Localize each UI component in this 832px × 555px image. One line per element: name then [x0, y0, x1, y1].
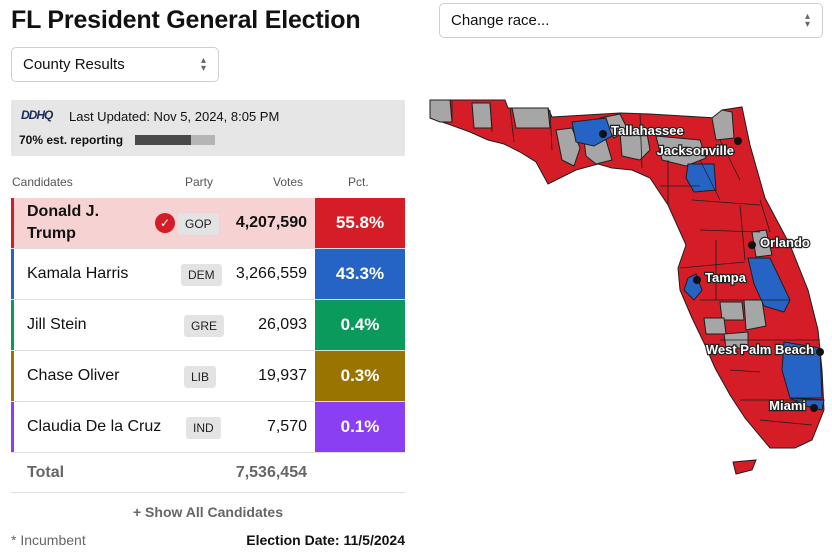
county-border-line: [639, 113, 643, 169]
candidate-row: Chase Oliver LIB 19,937 0.3%: [11, 351, 405, 402]
county-region-unreported[interactable]: [719, 301, 745, 321]
city-marker-icon: [816, 348, 824, 356]
change-race-label: Change race...: [451, 12, 550, 29]
candidate-pct: 55.8%: [315, 198, 405, 248]
city-label: West Palm Beach: [706, 342, 814, 357]
party-color-stripe: [11, 300, 14, 350]
county-border-line: [729, 369, 761, 373]
city-marker-icon: [599, 130, 607, 138]
county-border-line: [509, 107, 515, 143]
county-border-line: [719, 139, 741, 181]
checkmark-icon: ✓: [155, 213, 175, 233]
candidate-name: Claudia De la Cruz: [27, 418, 162, 435]
chevron-up-down-icon: ▴ ▾: [804, 10, 810, 30]
city-marker-icon: [734, 137, 742, 145]
candidate-name: Kamala Harris: [27, 265, 129, 282]
total-label: Total: [27, 464, 65, 481]
county-region-unreported[interactable]: [655, 135, 707, 167]
election-date: Election Date: 11/5/2024: [246, 532, 405, 548]
city-marker-icon: [693, 276, 701, 284]
county-region-gop[interactable]: [429, 99, 825, 449]
city-marker-icon: [748, 241, 756, 249]
candidate-name: Jill Stein: [27, 316, 87, 333]
party-badge: IND: [186, 417, 221, 439]
candidate-row: Jill Stein GRE 26,093 0.4%: [11, 300, 405, 351]
header-votes: Votes: [273, 175, 304, 189]
county-border-line: [549, 109, 553, 151]
county-border-line: [691, 199, 761, 206]
county-border-line: [679, 261, 746, 269]
florida-county-map[interactable]: Tallahassee Jacksonville Orlando Tampa West …: [425, 95, 832, 485]
candidate-row: Claudia De la Cruz IND 7,570 0.1%: [11, 402, 405, 453]
city-marker-icon: [810, 404, 818, 412]
city-label: Tallahassee: [611, 123, 684, 138]
party-badge: DEM: [181, 264, 222, 286]
county-region-unreported[interactable]: [619, 127, 651, 161]
header-candidates: Candidates: [12, 175, 73, 189]
ddhq-logo: DDHQ: [21, 108, 53, 122]
candidate-row: Donald J. Trump ✓ GOP 4,207,590 55.8%: [11, 198, 405, 249]
party-color-stripe: [11, 351, 14, 401]
county-border-line: [759, 419, 813, 426]
county-border-line: [759, 199, 771, 233]
reporting-progress-bar: [135, 135, 215, 145]
county-region-unreported[interactable]: [429, 99, 453, 123]
incumbent-footnote: * Incumbent: [11, 532, 86, 548]
party-badge: GRE: [184, 315, 225, 337]
reporting-progress-fill: [135, 135, 191, 145]
county-region-unreported[interactable]: [751, 229, 773, 258]
county-region-unreported[interactable]: [743, 299, 767, 331]
change-race-select[interactable]: Change race... ▴ ▾: [439, 3, 823, 38]
city-label: Tampa: [705, 270, 747, 285]
page-title: FL President General Election: [11, 6, 361, 34]
last-updated: Last Updated: Nov 5, 2024, 8:05 PM: [69, 109, 280, 124]
show-all-candidates-button[interactable]: + Show All Candidates: [132, 504, 283, 520]
county-region-unreported[interactable]: [555, 127, 581, 167]
candidate-pct: 43.3%: [315, 249, 405, 299]
total-row: Total 7,536,454: [11, 453, 405, 493]
candidate-name: Chase Oliver: [27, 367, 120, 384]
status-panel: DDHQ Last Updated: Nov 5, 2024, 8:05 PM …: [11, 100, 405, 156]
chevron-up-down-icon: ▴ ▾: [200, 54, 206, 74]
county-border-line: [489, 103, 493, 133]
county-region-unreported[interactable]: [511, 107, 551, 129]
header-pct: Pct.: [348, 175, 369, 189]
county-region-dem[interactable]: [571, 117, 613, 147]
results-view-label: County Results: [23, 56, 125, 73]
party-color-stripe: [11, 198, 14, 248]
county-border-line: [739, 204, 746, 261]
candidate-votes: 3,266,559: [235, 265, 307, 282]
party-badge: GOP: [178, 213, 219, 235]
county-region-gop[interactable]: [732, 459, 757, 475]
party-badge: LIB: [184, 366, 217, 388]
candidate-row: Kamala Harris DEM 3,266,559 43.3%: [11, 249, 405, 300]
county-region-dem[interactable]: [781, 341, 823, 399]
city-label: Jacksonville: [657, 143, 734, 158]
county-region-unreported[interactable]: [471, 102, 493, 129]
city-label: Orlando: [760, 235, 810, 250]
candidate-pct: 0.3%: [315, 351, 405, 401]
party-color-stripe: [11, 402, 14, 452]
candidate-votes: 26,093: [258, 316, 307, 333]
county-region-unreported[interactable]: [711, 109, 735, 141]
header-party: Party: [185, 175, 214, 189]
reporting-label: 70% est. reporting: [19, 133, 124, 147]
city-label: Miami: [769, 398, 806, 413]
county-region-dem[interactable]: [747, 257, 791, 313]
candidate-votes: 19,937: [258, 367, 307, 384]
candidate-pct: 0.1%: [315, 402, 405, 452]
candidate-votes: 4,207,590: [235, 214, 307, 231]
county-border-line: [699, 229, 761, 233]
candidate-pct: 0.4%: [315, 300, 405, 350]
candidate-name: Donald J. Trump: [27, 203, 100, 242]
county-region-dem[interactable]: [685, 163, 717, 193]
county-border-line: [699, 159, 721, 201]
results-view-select[interactable]: County Results ▴ ▾: [11, 47, 219, 82]
county-region-unreported[interactable]: [703, 317, 727, 335]
total-votes: 7,536,454: [235, 464, 307, 481]
party-color-stripe: [11, 249, 14, 299]
candidate-votes: 7,570: [266, 418, 307, 435]
